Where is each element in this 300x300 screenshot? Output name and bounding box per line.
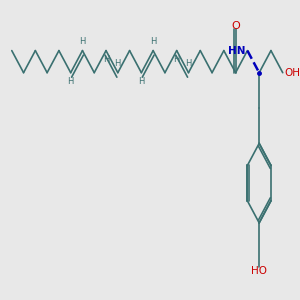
Text: H: H [173,55,180,64]
Text: H: H [150,37,156,46]
Text: H: H [185,59,192,68]
Text: H: H [115,59,121,68]
Text: HN: HN [229,46,246,56]
Text: H: H [103,55,109,64]
Text: HO: HO [251,266,267,276]
Text: OH: OH [284,68,300,78]
Text: H: H [79,37,86,46]
Text: H: H [138,77,145,86]
Text: H: H [68,77,74,86]
Text: O: O [231,21,240,31]
